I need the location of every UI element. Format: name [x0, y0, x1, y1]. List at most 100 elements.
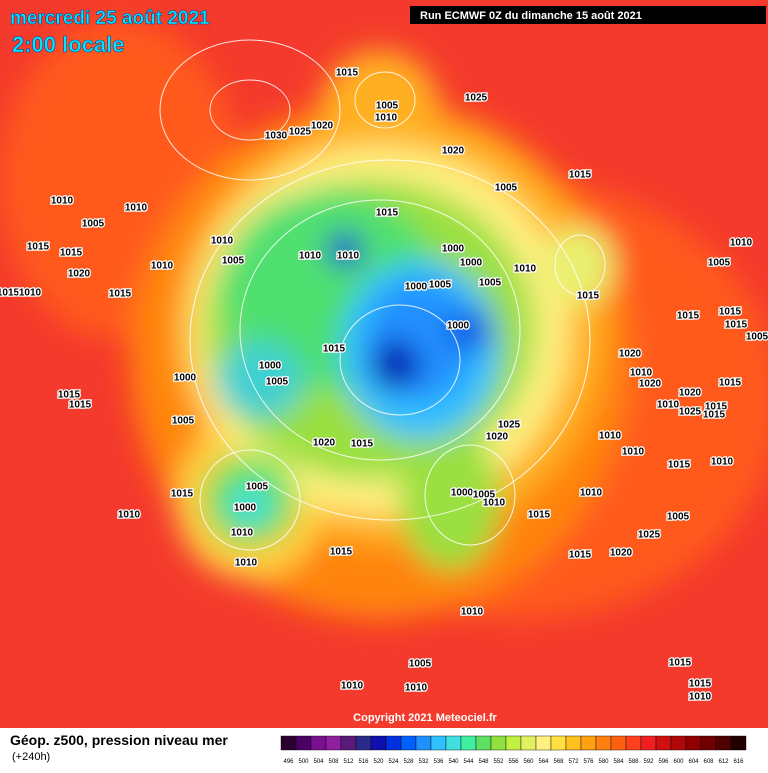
legend-value: 552 — [493, 759, 504, 765]
isobar-label: 1015 — [171, 489, 194, 500]
isobar-label: 1010 — [711, 457, 734, 468]
isobar-label: 1010 — [151, 261, 174, 272]
isobar-label: 1005 — [746, 332, 768, 343]
legend-title: Géop. z500, pression niveau mer — [10, 732, 228, 748]
legend-value: 532 — [418, 759, 429, 765]
legend-value: 596 — [658, 759, 669, 765]
legend-value: 588 — [628, 759, 639, 765]
legend-value: 584 — [613, 759, 624, 765]
isobar-label: 1005 — [266, 377, 289, 388]
isobar-label: 1010 — [337, 251, 360, 262]
legend-value: 608 — [703, 759, 714, 765]
isobar-label: 1010 — [730, 238, 753, 249]
isobar-label: 1020 — [68, 269, 91, 280]
isobar-label: 1010 — [622, 447, 645, 458]
legend-swatch — [700, 735, 717, 751]
legend-swatch — [490, 735, 507, 751]
isobar-label: 1000 — [259, 361, 282, 372]
isobar-label: 1005 — [409, 659, 432, 670]
isobar-label: 1010 — [19, 288, 42, 299]
isobar-label: 1010 — [630, 368, 653, 379]
legend-value: 604 — [688, 759, 699, 765]
isobar-label: 1015 — [69, 400, 92, 411]
legend-lead: (+240h) — [12, 751, 50, 763]
isobar-label: 1020 — [610, 548, 633, 559]
legend-swatch — [580, 735, 597, 751]
date-text: mercredi 25 août 2021 — [10, 8, 210, 29]
isobar-label: 1010 — [657, 400, 680, 411]
isobar-label: 1005 — [429, 280, 452, 291]
legend-swatch — [550, 735, 567, 751]
legend-swatch — [325, 735, 342, 751]
legend-swatch — [715, 735, 732, 751]
legend-swatch — [640, 735, 657, 751]
legend-value: 600 — [673, 759, 684, 765]
legend-value: 560 — [523, 759, 534, 765]
isobar-label: 1020 — [619, 349, 642, 360]
legend-value: 612 — [718, 759, 729, 765]
run-text: Run ECMWF 0Z du dimanche 15 août 2021 — [420, 10, 642, 22]
legend-swatch — [565, 735, 582, 751]
isobar-label: 1025 — [679, 407, 702, 418]
legend-value: 500 — [298, 759, 309, 765]
isobar-label: 1015 — [336, 68, 359, 79]
legend-swatch — [625, 735, 642, 751]
legend-value: 524 — [388, 759, 399, 765]
isobar-label: 1030 — [265, 131, 288, 142]
legend-swatch — [280, 735, 297, 751]
isobar-label: 1010 — [51, 196, 74, 207]
isobar-label: 1010 — [341, 681, 364, 692]
isobar-label: 1015 — [705, 402, 728, 413]
isobar-label: 1010 — [405, 683, 428, 694]
isobar-label: 1010 — [599, 431, 622, 442]
legend-swatch — [685, 735, 702, 751]
legend-value: 528 — [403, 759, 414, 765]
isobar-label: 1005 — [376, 101, 399, 112]
isobar-label: 1005 — [473, 490, 496, 501]
isobar-label: 1010 — [514, 264, 537, 275]
isobar-label: 1005 — [82, 219, 105, 230]
legend-swatch — [430, 735, 447, 751]
isobar-label: 1015 — [703, 410, 726, 421]
legend-swatch — [445, 735, 462, 751]
legend-swatch — [415, 735, 432, 751]
isobar-label: 1015 — [725, 320, 748, 331]
isobar-label: 1020 — [486, 432, 509, 443]
isobar-label: 1000 — [174, 373, 197, 384]
isobar-label: 1010 — [125, 203, 148, 214]
isobar-label: 1010 — [375, 113, 398, 124]
legend-value: 496 — [283, 759, 294, 765]
isobar-label: 1020 — [679, 388, 702, 399]
isobar-label: 1000 — [447, 321, 470, 332]
legend-swatch — [370, 735, 387, 751]
isobar-label: 1010 — [483, 498, 506, 509]
legend-swatch — [355, 735, 372, 751]
isobars — [159, 39, 606, 551]
isobar-label: 1015 — [351, 439, 374, 450]
legend-value: 548 — [478, 759, 489, 765]
legend-swatch — [655, 735, 672, 751]
isobar-label: 1015 — [577, 291, 600, 302]
legend-swatch — [520, 735, 537, 751]
isobar-label: 1000 — [442, 244, 465, 255]
isobar-label: 1005 — [495, 183, 518, 194]
legend-swatch — [730, 735, 747, 751]
isobar-label: 1010 — [299, 251, 322, 262]
isobar-label: 1005 — [708, 258, 731, 269]
isobar-label: 1025 — [498, 420, 521, 431]
legend-value: 564 — [538, 759, 549, 765]
legend-swatch — [535, 735, 552, 751]
run-box — [410, 6, 766, 24]
isobar-label: 1015 — [569, 550, 592, 561]
isobar-label: 1015 — [58, 390, 81, 401]
copyright: Copyright 2021 Meteociel.fr — [353, 712, 497, 724]
legend-swatch — [595, 735, 612, 751]
isobar-label: 1005 — [667, 512, 690, 523]
isobar-label: 1015 — [669, 658, 692, 669]
legend-value: 576 — [583, 759, 594, 765]
legend-value: 568 — [553, 759, 564, 765]
isobar-label: 1020 — [313, 438, 336, 449]
legend-value: 512 — [343, 759, 354, 765]
legend-swatch — [475, 735, 492, 751]
isobar-label: 1000 — [460, 258, 483, 269]
